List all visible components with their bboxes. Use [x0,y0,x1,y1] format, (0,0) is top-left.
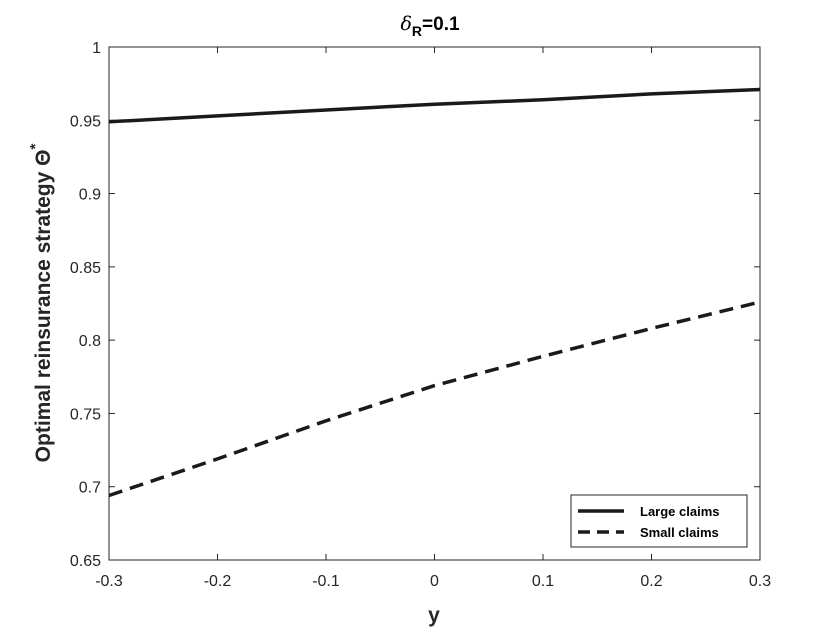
y-tick-label: 1 [92,40,101,57]
plot-area [108,46,761,561]
legend-box [570,494,748,548]
x-tick-label: 0.3 [749,573,771,590]
y-tick-label: 0.9 [79,187,101,204]
x-tick-label: 0.2 [640,573,662,590]
x-tick-label: -0.2 [204,573,232,590]
axis-ticks: -0.3 -0.2 -0.1 0 0.1 0.2 0.3 0.65 0.7 0.75 0.8 0.85… [70,40,771,590]
y-tick-label: 0.8 [79,333,101,350]
series-lines [108,87,761,498]
title-symbol: δ [400,13,411,35]
x-tick-label: -0.1 [312,573,340,590]
legend: Large claims Small claims [570,494,748,548]
y-tick-label: 0.95 [70,113,101,130]
x-axis-label: y [428,604,440,627]
legend-label-small-claims: Small claims [640,525,719,540]
y-tick-label: 0.75 [70,406,101,423]
x-tick-label: 0 [430,573,439,590]
series-line-small-claims [108,300,761,498]
y-tick-label: 0.7 [79,480,101,497]
legend-label-large-claims: Large claims [640,504,720,519]
title-subscript: R [412,23,422,39]
series-line-large-claims [108,87,761,124]
y-axis-label: Optimal reinsurance strategy Θ* [27,144,55,463]
y-tick-label: 0.65 [70,553,101,570]
y-tick-label: 0.85 [70,260,101,277]
y-axis-label-superscript: * [27,144,44,150]
x-tick-label: -0.3 [95,573,123,590]
x-tick-label: 0.1 [532,573,554,590]
title-suffix: =0.1 [422,14,460,35]
chart-title: δR=0.1 [400,13,460,39]
y-axis-label-text: Optimal reinsurance strategy Θ [32,150,55,463]
